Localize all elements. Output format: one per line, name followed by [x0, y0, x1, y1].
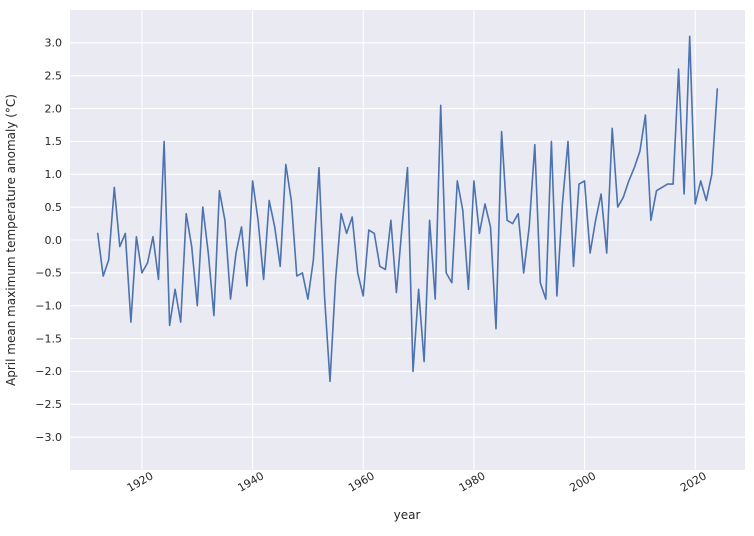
y-tick-label: −1.5 [35, 332, 62, 345]
y-tick-label: −1.0 [35, 300, 62, 313]
y-tick-label: −2.5 [35, 398, 62, 411]
y-tick-label: −3.0 [35, 431, 62, 444]
y-tick-label: 0.0 [45, 234, 63, 247]
y-tick-label: 1.5 [45, 135, 63, 148]
y-tick-label: 0.5 [45, 201, 63, 214]
y-tick-label: 2.0 [45, 102, 63, 115]
data-line [96, 35, 719, 383]
y-tick-label: −2.0 [35, 365, 62, 378]
x-tick-label: 1980 [457, 469, 488, 494]
y-tick-label: 2.5 [45, 70, 63, 83]
x-tick-label: 1920 [125, 469, 156, 494]
y-tick-label: 3.0 [45, 37, 63, 50]
x-tick-label: 1940 [235, 469, 266, 494]
y-axis-label: April mean maximum temperature anomaly (… [4, 94, 18, 386]
x-tick-label: 2000 [567, 469, 598, 494]
x-tick-label: 1960 [346, 469, 377, 494]
y-tick-label: 1.0 [45, 168, 63, 181]
y-tick-label: −0.5 [35, 267, 62, 280]
x-axis-label: year [394, 508, 421, 522]
plot-layer: −3.0 −2.5 −2.0 −1.5 −1.0 −0.5 0.0 0.5 1.0 1.5 2.0 2… [35, 10, 745, 495]
x-tick-label: 2020 [678, 469, 709, 494]
